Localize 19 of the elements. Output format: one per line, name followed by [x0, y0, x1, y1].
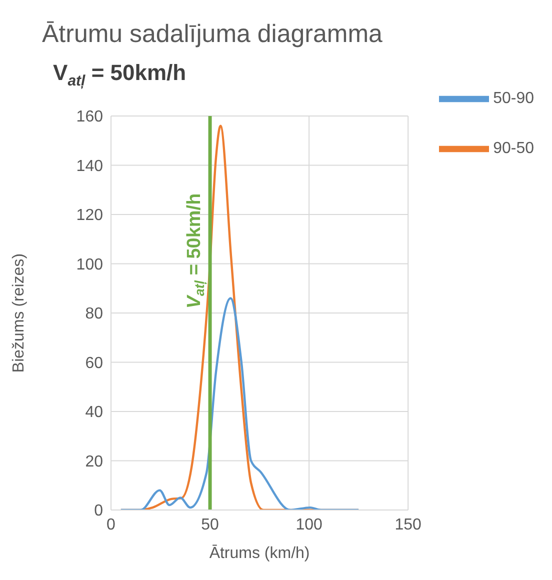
legend-label: 90-50 — [493, 140, 534, 158]
y-axis-title: Biežums (reizes) — [10, 253, 28, 373]
chart-subtitle: V$_{atļ}$ = 50km/h — [53, 60, 186, 90]
legend-label: 50-90 — [493, 90, 534, 108]
y-tick-label: 40 — [85, 404, 104, 422]
y-tick-label: 60 — [85, 354, 104, 372]
x-tick-label: 150 — [394, 516, 422, 534]
x-axis-title: Ātrums (km/h) — [209, 544, 310, 562]
y-tick-label: 80 — [85, 306, 104, 323]
y-tick-label: 20 — [85, 453, 104, 470]
y-tick-label: 140 — [76, 158, 104, 175]
x-tick-label: 0 — [106, 516, 116, 534]
y-tick-label: 160 — [76, 108, 104, 126]
y-tick-label: 0 — [94, 502, 104, 520]
x-tick-label: 100 — [296, 516, 322, 534]
chart-title: Ātrumu sadalījuma diagramma — [42, 20, 382, 49]
y-tick-label: 120 — [76, 207, 104, 224]
x-tick-label: 50 — [201, 516, 220, 534]
y-tick-label: 100 — [76, 256, 104, 274]
